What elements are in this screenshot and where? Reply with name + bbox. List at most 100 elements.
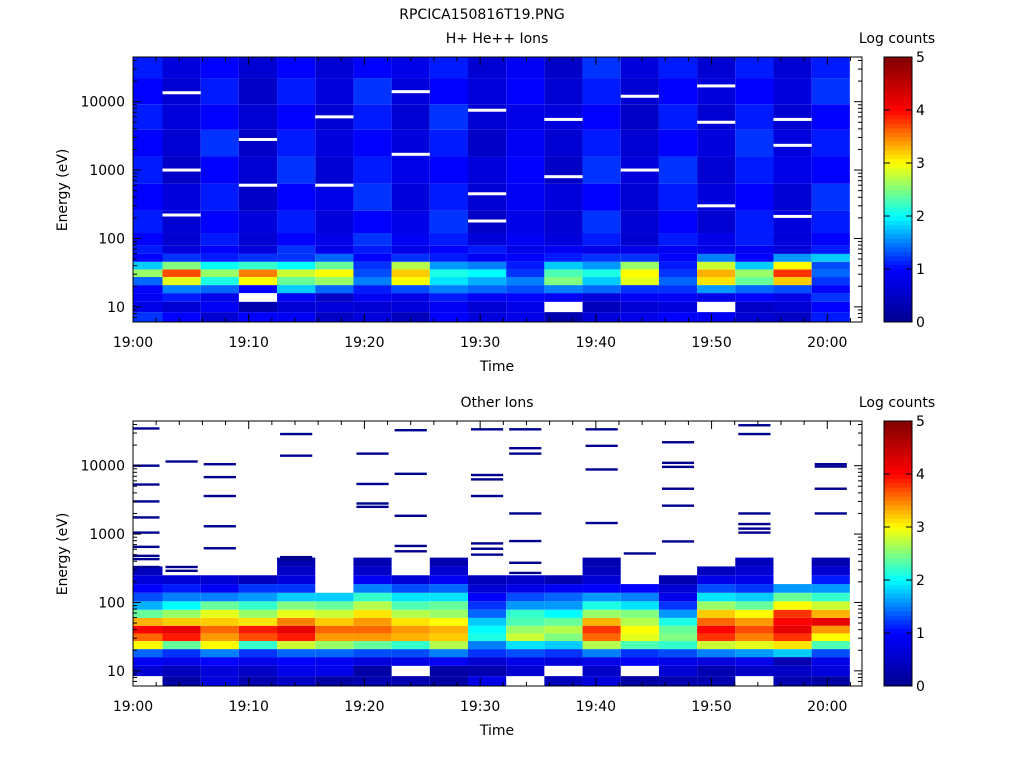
- x-tick-label: 19:50: [691, 699, 731, 715]
- heatmap-cell: [658, 156, 698, 184]
- colorbar-segment: [884, 114, 912, 120]
- heatmap-cell: [658, 312, 698, 322]
- heatmap-cell: [467, 253, 507, 262]
- colorbar-segment: [884, 96, 912, 102]
- heatmap-cell: [200, 584, 239, 593]
- heatmap-cell: [544, 129, 583, 157]
- count-line: [585, 521, 618, 525]
- heatmap-cell: [506, 293, 545, 302]
- heatmap-cell: [697, 293, 736, 302]
- heatmap-cell: [162, 245, 201, 254]
- heatmap-cell: [277, 301, 316, 313]
- colorbar-segment: [884, 456, 912, 462]
- heatmap-cell: [506, 301, 545, 313]
- heatmap-cell: [811, 557, 850, 567]
- heatmap-cell: [200, 641, 239, 650]
- colorbar-segment: [884, 628, 912, 634]
- heatmap-cell: [162, 277, 201, 286]
- heatmap-cell: [391, 676, 430, 686]
- heatmap-cell: [506, 575, 545, 585]
- count-line: [133, 545, 160, 549]
- colorbar-segment: [884, 650, 912, 656]
- heatmap-cell: [315, 312, 354, 322]
- heatmap-cell: [162, 57, 201, 79]
- count-line: [738, 522, 771, 526]
- colorbar-segment: [884, 474, 912, 479]
- colorbar-segment: [884, 233, 912, 239]
- colorbar-segment: [884, 593, 912, 599]
- heatmap-cell: [277, 210, 316, 234]
- data-gap: [238, 183, 278, 187]
- heatmap-cell: [773, 312, 812, 322]
- heatmap-cell: [697, 269, 736, 278]
- heatmap-cell: [391, 641, 430, 650]
- colorbar-segment: [884, 619, 912, 625]
- heatmap-cell: [735, 312, 774, 322]
- heatmap-cell: [735, 617, 774, 626]
- colorbar-segment: [884, 429, 912, 435]
- colorbar-segment: [884, 500, 912, 506]
- heatmap-cell: [658, 649, 698, 658]
- heatmap-cell: [467, 312, 507, 322]
- heatmap-cell: [811, 233, 850, 246]
- heatmap-cell: [133, 625, 163, 634]
- heatmap-cell: [391, 129, 430, 157]
- heatmap-cell: [277, 592, 316, 602]
- heatmap-cell: [811, 617, 850, 626]
- heatmap-cell: [133, 592, 163, 602]
- heatmap-cell: [353, 575, 392, 585]
- heatmap-cell: [162, 183, 201, 211]
- colorbar-tick-label: 0: [916, 315, 925, 331]
- colorbar-segment: [884, 509, 912, 515]
- heatmap-cell: [200, 676, 239, 686]
- heatmap-cell: [658, 245, 698, 254]
- colorbar-tick-label: 3: [916, 520, 925, 536]
- heatmap-cell: [200, 277, 239, 286]
- count-line: [585, 444, 618, 448]
- data-gap: [697, 120, 736, 124]
- heatmap-cell: [811, 584, 850, 593]
- heatmap-cell: [467, 245, 507, 254]
- colorbar-segment: [884, 421, 912, 426]
- heatmap-cell: [133, 601, 163, 610]
- heatmap-cell: [697, 210, 736, 234]
- heatmap-cell: [200, 312, 239, 322]
- colorbar-tick-label: 4: [916, 103, 925, 119]
- count-line: [661, 461, 695, 465]
- heatmap-cell: [162, 575, 201, 585]
- colorbar-segment: [884, 282, 912, 288]
- heatmap-cell: [162, 657, 201, 666]
- heatmap-cell: [353, 129, 392, 157]
- heatmap-cell: [544, 676, 583, 686]
- count-line: [280, 432, 313, 436]
- heatmap-cell: [735, 156, 774, 184]
- colorbar-segment: [884, 211, 912, 217]
- colorbar-segment: [884, 681, 912, 687]
- data-gap: [315, 115, 354, 119]
- heatmap-cell: [697, 592, 736, 602]
- heatmap-cell: [429, 665, 468, 677]
- heatmap-cell: [467, 641, 507, 650]
- heatmap-cell: [582, 156, 621, 184]
- colorbar-segment: [884, 110, 912, 115]
- heatmap-cells: [133, 57, 850, 322]
- heatmap-cell: [133, 253, 163, 262]
- heatmap-cell: [238, 253, 278, 262]
- heatmap-cell: [467, 676, 507, 686]
- heatmap-cell: [353, 245, 392, 254]
- heatmap-cell: [582, 78, 621, 105]
- heatmap-cell: [544, 633, 583, 642]
- count-line: [738, 424, 771, 427]
- heatmap-cell: [315, 301, 354, 313]
- heatmap-cell: [582, 269, 621, 278]
- heatmap-cell: [315, 285, 354, 294]
- heatmap-cell: [620, 609, 659, 618]
- heatmap-cell: [315, 609, 354, 618]
- heatmap-cell: [697, 641, 736, 650]
- heatmap-cell: [277, 245, 316, 254]
- heatmap-cell: [506, 210, 545, 234]
- heatmap-cell: [773, 78, 812, 105]
- heatmap-cell: [315, 277, 354, 286]
- heatmap-cell: [429, 584, 468, 593]
- heatmap-cell: [429, 129, 468, 157]
